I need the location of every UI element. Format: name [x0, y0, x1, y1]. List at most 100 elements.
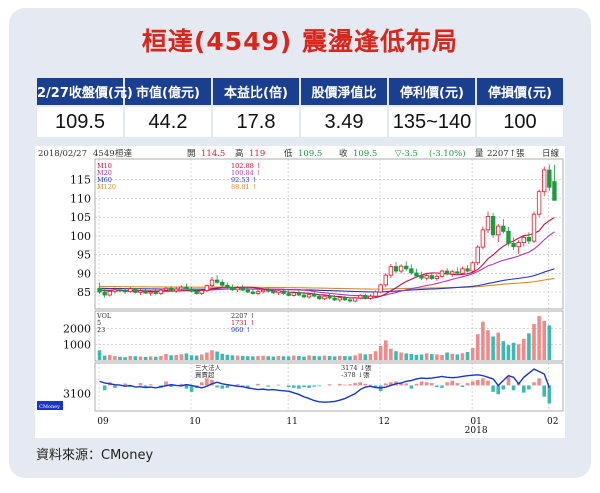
candle-body — [506, 230, 511, 244]
volume-bar — [501, 341, 506, 360]
inst-bar — [521, 385, 526, 393]
inst-label-2: 買賣超 — [195, 370, 215, 379]
volume-bar — [547, 325, 552, 360]
candle-body — [107, 290, 112, 296]
volume-bar — [424, 353, 429, 360]
volume-bar — [189, 355, 194, 360]
candle-body — [214, 279, 220, 283]
volume-bar — [123, 357, 127, 360]
inst-bar — [440, 385, 444, 388]
inst-label-1: 三大法人 — [195, 363, 222, 372]
volume-bar — [281, 356, 286, 360]
candle-body — [383, 274, 388, 286]
inst-bar — [496, 385, 501, 395]
volume-bar — [235, 355, 240, 360]
candle-body — [301, 294, 307, 298]
candle-body — [363, 294, 368, 299]
candle-body — [455, 271, 460, 274]
ma-legend-m20-value: 100.84 ↑ — [231, 169, 261, 177]
inst-bar — [532, 382, 536, 386]
stats-header-take-profit: 停利價(元) — [389, 78, 475, 105]
candle-body — [117, 289, 123, 291]
volume-bar — [271, 356, 276, 360]
inst-bar — [429, 383, 434, 386]
candle-body — [542, 169, 547, 193]
volume-bar — [491, 336, 495, 360]
volume-bar — [276, 355, 281, 360]
inst-bar — [169, 385, 173, 388]
volume-bar — [102, 355, 107, 360]
volume-bar — [118, 356, 122, 360]
volume-bar — [245, 356, 250, 360]
candle-body — [429, 275, 434, 279]
candle-body — [102, 291, 107, 296]
volume-bar — [174, 354, 179, 360]
volume-bar — [169, 355, 173, 360]
volume-bar — [230, 355, 235, 360]
volume-bar — [532, 323, 536, 360]
candle-body — [419, 275, 424, 279]
volume-bar — [251, 356, 255, 360]
candle-body — [194, 290, 199, 294]
price-tick-label: 85 — [77, 286, 91, 299]
stats-table: 2/27收盤價(元) 市值(億元) 本益比(倍) 股價淨值比 停利價(元) 停損… — [35, 78, 565, 137]
candle-body — [184, 286, 189, 290]
stats-header-pe-ratio: 本益比(倍) — [213, 78, 299, 105]
inst-bar — [327, 384, 332, 386]
stats-value-market-cap: 44.2 — [125, 105, 211, 137]
month-label: 02 — [547, 417, 558, 427]
candle-body — [276, 290, 281, 294]
inst-bar — [337, 383, 342, 386]
month-label: 10 — [189, 417, 201, 427]
volume-bar — [128, 355, 133, 360]
volume-bar — [521, 338, 526, 360]
inst-bar — [143, 385, 148, 388]
inst-cumulative-line — [99, 368, 550, 403]
inst-bar — [527, 385, 531, 390]
inst-bar — [235, 384, 240, 386]
candle-body — [521, 236, 526, 244]
volume-bar — [404, 353, 409, 360]
volume-bar — [215, 351, 219, 360]
candle-body — [158, 289, 164, 294]
inst-tick-label: 3100 — [63, 388, 91, 401]
stock-chart-svg: 2018/02/27 4549 桓達 開 114.5 高 119 低 109.5… — [37, 148, 564, 436]
ma120-line — [99, 277, 555, 290]
stats-value-close-price: 109.5 — [37, 105, 123, 137]
volume-bar — [143, 356, 148, 360]
candle-body — [475, 246, 480, 264]
ma-legend-m60-name: M60 — [97, 176, 112, 184]
volume-bar — [317, 356, 322, 360]
inst-bar — [199, 382, 204, 386]
inst-bar — [128, 385, 133, 388]
candle-body — [388, 266, 394, 276]
inst-bar — [266, 385, 271, 387]
price-tick-label: 115 — [70, 174, 91, 187]
month-label: 12 — [378, 417, 389, 427]
volume-bar — [179, 354, 184, 360]
candle-body — [414, 272, 419, 277]
volume-bar — [394, 351, 398, 360]
volume-bar — [322, 355, 327, 360]
candle-body — [281, 290, 286, 294]
candle-body — [296, 292, 302, 296]
candle-body — [547, 169, 552, 188]
candle-body — [255, 291, 261, 294]
candle-body — [434, 275, 440, 279]
candle-body — [133, 288, 138, 293]
candle-body — [337, 297, 342, 301]
candle-body — [260, 289, 266, 293]
candle-body — [291, 292, 296, 296]
volume-tick-label: 1000 — [63, 338, 91, 351]
ma-legend-m20-name: M20 — [97, 169, 112, 177]
ma-legend-m60-value: 92.53 ↑ — [231, 176, 257, 184]
candle-body — [143, 290, 148, 294]
header-low-value: 109.5 — [298, 149, 322, 159]
candle-body — [168, 287, 174, 292]
inst-bar — [506, 375, 511, 386]
volume-bar — [205, 352, 209, 360]
volume-bar — [225, 354, 230, 360]
inst-bar — [205, 378, 209, 386]
inst-bar — [409, 385, 414, 389]
cmoney-logo-text: CMoney — [39, 404, 60, 410]
